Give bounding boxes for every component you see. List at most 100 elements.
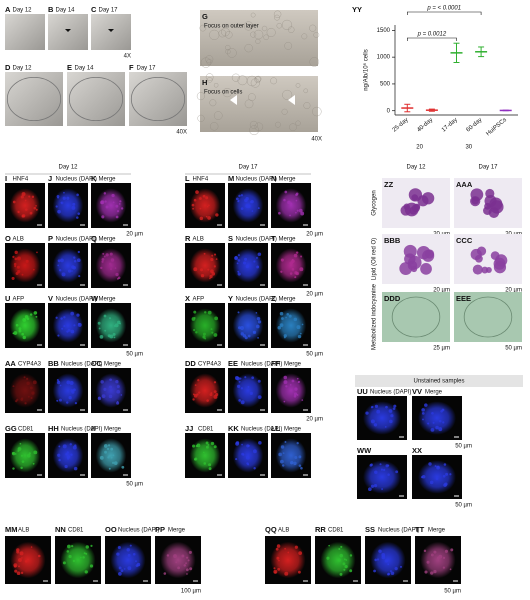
nucleus-speck bbox=[376, 558, 380, 561]
nucleus-speck bbox=[61, 327, 64, 330]
nucleus-speck bbox=[296, 377, 299, 380]
nucleus-speck bbox=[286, 312, 290, 316]
nucleus-speck bbox=[73, 466, 78, 471]
nucleus-speck bbox=[339, 553, 344, 558]
cell-texture bbox=[281, 19, 293, 31]
nucleus-speck bbox=[16, 398, 19, 401]
nucleus-speck bbox=[197, 379, 200, 382]
nucleus-speck bbox=[426, 560, 430, 564]
scale-label: 50 µm bbox=[505, 346, 522, 352]
nucleus-speck bbox=[15, 323, 19, 327]
nucleus-speck bbox=[238, 380, 241, 383]
nucleus-speck bbox=[393, 404, 397, 408]
nucleus-speck bbox=[192, 398, 195, 401]
nucleus-speck bbox=[191, 203, 195, 207]
nucleus-speck bbox=[442, 566, 445, 569]
nucleus-speck bbox=[66, 380, 71, 385]
nucleus-speck bbox=[26, 381, 30, 386]
nucleus-speck bbox=[173, 554, 178, 559]
stained-cell bbox=[489, 197, 503, 211]
cell-texture bbox=[281, 108, 288, 115]
nucleus-speck bbox=[19, 551, 24, 556]
histology-image bbox=[382, 178, 450, 228]
nucleus-speck bbox=[291, 258, 294, 261]
nucleus-speck bbox=[116, 552, 120, 556]
panel-label: Day 12 bbox=[13, 8, 33, 14]
nucleus-speck bbox=[21, 273, 24, 276]
panel-letter: J bbox=[48, 174, 52, 183]
nucleus-speck bbox=[68, 554, 72, 559]
nucleus-speck bbox=[57, 259, 61, 263]
nucleus-speck bbox=[63, 316, 66, 319]
panel-label: Merge bbox=[279, 297, 297, 303]
nucleus-speck bbox=[114, 323, 119, 328]
nucleus-speck bbox=[278, 559, 280, 562]
nucleus-speck bbox=[392, 407, 396, 411]
cell-texture bbox=[249, 120, 258, 129]
stained-cell bbox=[403, 203, 410, 210]
cell-cluster bbox=[275, 373, 307, 408]
nucleus-speck bbox=[249, 391, 253, 395]
stained-cell bbox=[485, 188, 495, 199]
nucleus-speck bbox=[285, 316, 287, 319]
stained-cell bbox=[403, 244, 417, 258]
panel-label: HNF4 bbox=[193, 177, 209, 183]
nucleus-speck bbox=[245, 204, 249, 208]
nucleus-speck bbox=[103, 444, 108, 448]
nucleus-speck bbox=[23, 376, 26, 379]
nucleus-speck bbox=[213, 265, 216, 268]
nucleus-speck bbox=[340, 545, 343, 548]
panel-letter: JJ bbox=[185, 424, 193, 433]
panel-letter: V bbox=[48, 294, 53, 303]
group-label: 30 bbox=[465, 145, 472, 151]
panel-label: Nucleus (DAPI) bbox=[241, 427, 282, 433]
nucleus-speck bbox=[294, 271, 298, 275]
nucleus-speck bbox=[283, 380, 288, 384]
cell-texture bbox=[205, 73, 214, 82]
panel-letter: Z bbox=[271, 294, 276, 303]
nucleus-speck bbox=[13, 565, 17, 568]
nucleus-speck bbox=[237, 311, 240, 314]
nucleus-speck bbox=[57, 209, 61, 214]
panel-letter: W bbox=[91, 294, 99, 303]
nucleus-speck bbox=[349, 569, 353, 573]
panel-label: Merge bbox=[284, 427, 302, 433]
panel-label: Nucleus (DAPI) bbox=[56, 297, 97, 303]
nucleus-speck bbox=[37, 554, 41, 558]
nucleus-speck bbox=[209, 277, 211, 280]
cell-texture bbox=[206, 58, 213, 65]
nucleus-speck bbox=[59, 269, 62, 272]
nucleus-speck bbox=[60, 317, 63, 320]
cell-texture bbox=[225, 48, 231, 55]
cell-texture bbox=[313, 32, 320, 38]
nucleus-speck bbox=[373, 484, 378, 488]
nucleus-speck bbox=[35, 315, 38, 318]
section-header: Day 17 bbox=[478, 165, 498, 171]
nucleus-speck bbox=[113, 461, 118, 465]
nucleus-speck bbox=[301, 399, 304, 401]
stained-cell bbox=[411, 194, 419, 201]
nucleus-speck bbox=[284, 571, 289, 576]
nucleus-speck bbox=[123, 568, 126, 570]
nucleus-speck bbox=[98, 327, 101, 330]
nucleus-speck bbox=[252, 330, 255, 334]
cell-texture bbox=[243, 21, 254, 31]
nucleus-speck bbox=[77, 250, 80, 254]
cell-texture bbox=[213, 82, 219, 88]
stain-label: Glycogen bbox=[372, 190, 378, 215]
brightfield-image bbox=[67, 72, 125, 126]
nucleus-speck bbox=[371, 405, 374, 409]
nucleus-speck bbox=[89, 564, 94, 568]
nucleus-speck bbox=[205, 445, 209, 449]
nucleus-speck bbox=[60, 258, 64, 263]
nucleus-speck bbox=[279, 311, 284, 316]
stained-cell bbox=[472, 264, 483, 275]
nucleus-speck bbox=[55, 316, 58, 319]
nucleus-speck bbox=[104, 450, 108, 454]
nucleus-speck bbox=[107, 334, 111, 338]
nucleus-speck bbox=[12, 467, 15, 470]
nucleus-speck bbox=[63, 325, 66, 328]
nucleus-speck bbox=[430, 553, 434, 557]
cell-texture bbox=[284, 41, 293, 50]
nucleus-speck bbox=[237, 199, 240, 202]
